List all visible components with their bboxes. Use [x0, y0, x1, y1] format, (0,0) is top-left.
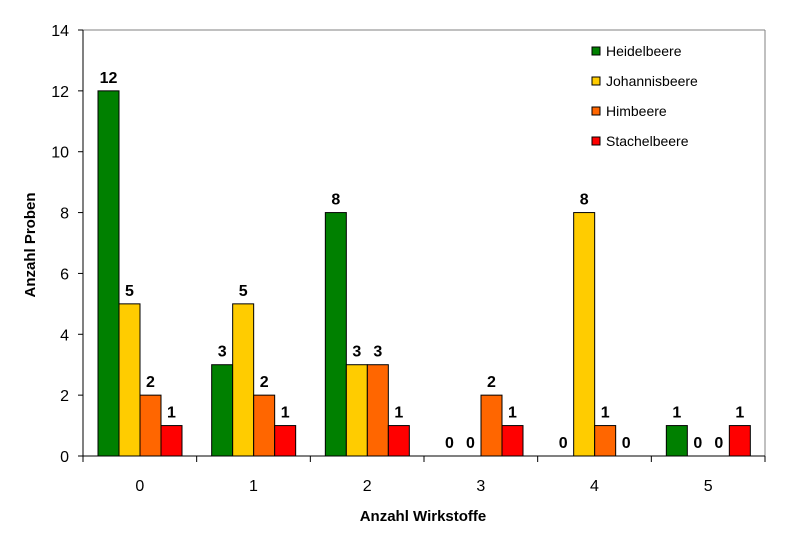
bar-stachelbeere-5 — [728, 425, 751, 457]
data-label: 1 — [281, 405, 290, 422]
legend-label-himbeere: Himbeere — [606, 103, 667, 119]
bar-stachelbeere-3 — [501, 425, 524, 457]
legend-swatch-johannisbeere — [591, 76, 601, 86]
bars-layer — [97, 90, 751, 457]
y-tick-label: 4 — [60, 327, 69, 344]
data-label: 1 — [672, 405, 681, 422]
data-label: 0 — [445, 435, 454, 452]
y-tick-label: 12 — [51, 84, 69, 101]
data-label: 1 — [394, 405, 403, 422]
x-axis-title: Anzahl Wirkstoffe — [360, 508, 487, 525]
bar-johannisbeere-2 — [345, 364, 368, 457]
y-axis-title: Anzahl Proben — [22, 192, 39, 297]
data-label: 3 — [352, 344, 361, 361]
data-label: 1 — [601, 405, 610, 422]
y-tick-label: 6 — [60, 266, 69, 283]
bar-heidelbeere-5 — [665, 425, 688, 457]
bar-himbeere-2 — [366, 364, 389, 457]
bar-himbeere-3 — [480, 394, 503, 457]
y-tick-label: 14 — [51, 23, 69, 40]
y-tick-label: 0 — [60, 449, 69, 466]
legend-label-heidelbeere: Heidelbeere — [606, 43, 682, 59]
data-label: 2 — [146, 374, 155, 391]
data-label: 1 — [508, 405, 517, 422]
legend-label-johannisbeere: Johannisbeere — [606, 73, 698, 89]
y-tick-label: 8 — [60, 206, 69, 223]
data-label: 5 — [125, 283, 134, 300]
bar-himbeere-0 — [139, 394, 162, 457]
legend: Heidelbeere Johannisbeere Himbeere Stachelb… — [591, 43, 698, 149]
data-label: 1 — [735, 405, 744, 422]
bar-johannisbeere-4 — [573, 212, 596, 457]
bar-johannisbeere-1 — [232, 303, 255, 457]
data-label: 0 — [693, 435, 702, 452]
data-label: 2 — [260, 374, 269, 391]
data-label: 8 — [331, 192, 340, 209]
x-tick-label: 2 — [363, 478, 372, 495]
bar-heidelbeere-0 — [97, 90, 120, 457]
x-tick-label: 3 — [476, 478, 485, 495]
data-label: 2 — [487, 374, 496, 391]
data-label: 5 — [239, 283, 248, 300]
data-label: 12 — [100, 70, 118, 87]
bar-heidelbeere-2 — [324, 212, 347, 457]
y-tick-label: 10 — [51, 145, 69, 162]
data-label: 1 — [167, 405, 176, 422]
bar-stachelbeere-2 — [387, 425, 410, 457]
x-tick-label: 5 — [704, 478, 713, 495]
bar-heidelbeere-1 — [211, 364, 234, 457]
data-label: 3 — [373, 344, 382, 361]
bar-himbeere-4 — [594, 425, 617, 457]
x-tick-label: 1 — [249, 478, 258, 495]
x-tick-label: 4 — [590, 478, 599, 495]
legend-swatch-stachelbeere — [591, 136, 601, 146]
legend-swatch-heidelbeere — [591, 46, 601, 56]
data-label: 0 — [466, 435, 475, 452]
data-label: 0 — [714, 435, 723, 452]
bar-stachelbeere-0 — [160, 425, 183, 457]
y-tick-label: 2 — [60, 388, 69, 405]
x-tick-label: 0 — [135, 478, 144, 495]
legend-swatch-himbeere — [591, 106, 601, 116]
data-label: 0 — [559, 435, 568, 452]
legend-label-stachelbeere: Stachelbeere — [606, 133, 689, 149]
bar-stachelbeere-1 — [274, 425, 297, 457]
data-label: 0 — [622, 435, 631, 452]
bar-himbeere-1 — [253, 394, 276, 457]
data-label: 3 — [218, 344, 227, 361]
bar-johannisbeere-0 — [118, 303, 141, 457]
data-label: 8 — [580, 192, 589, 209]
